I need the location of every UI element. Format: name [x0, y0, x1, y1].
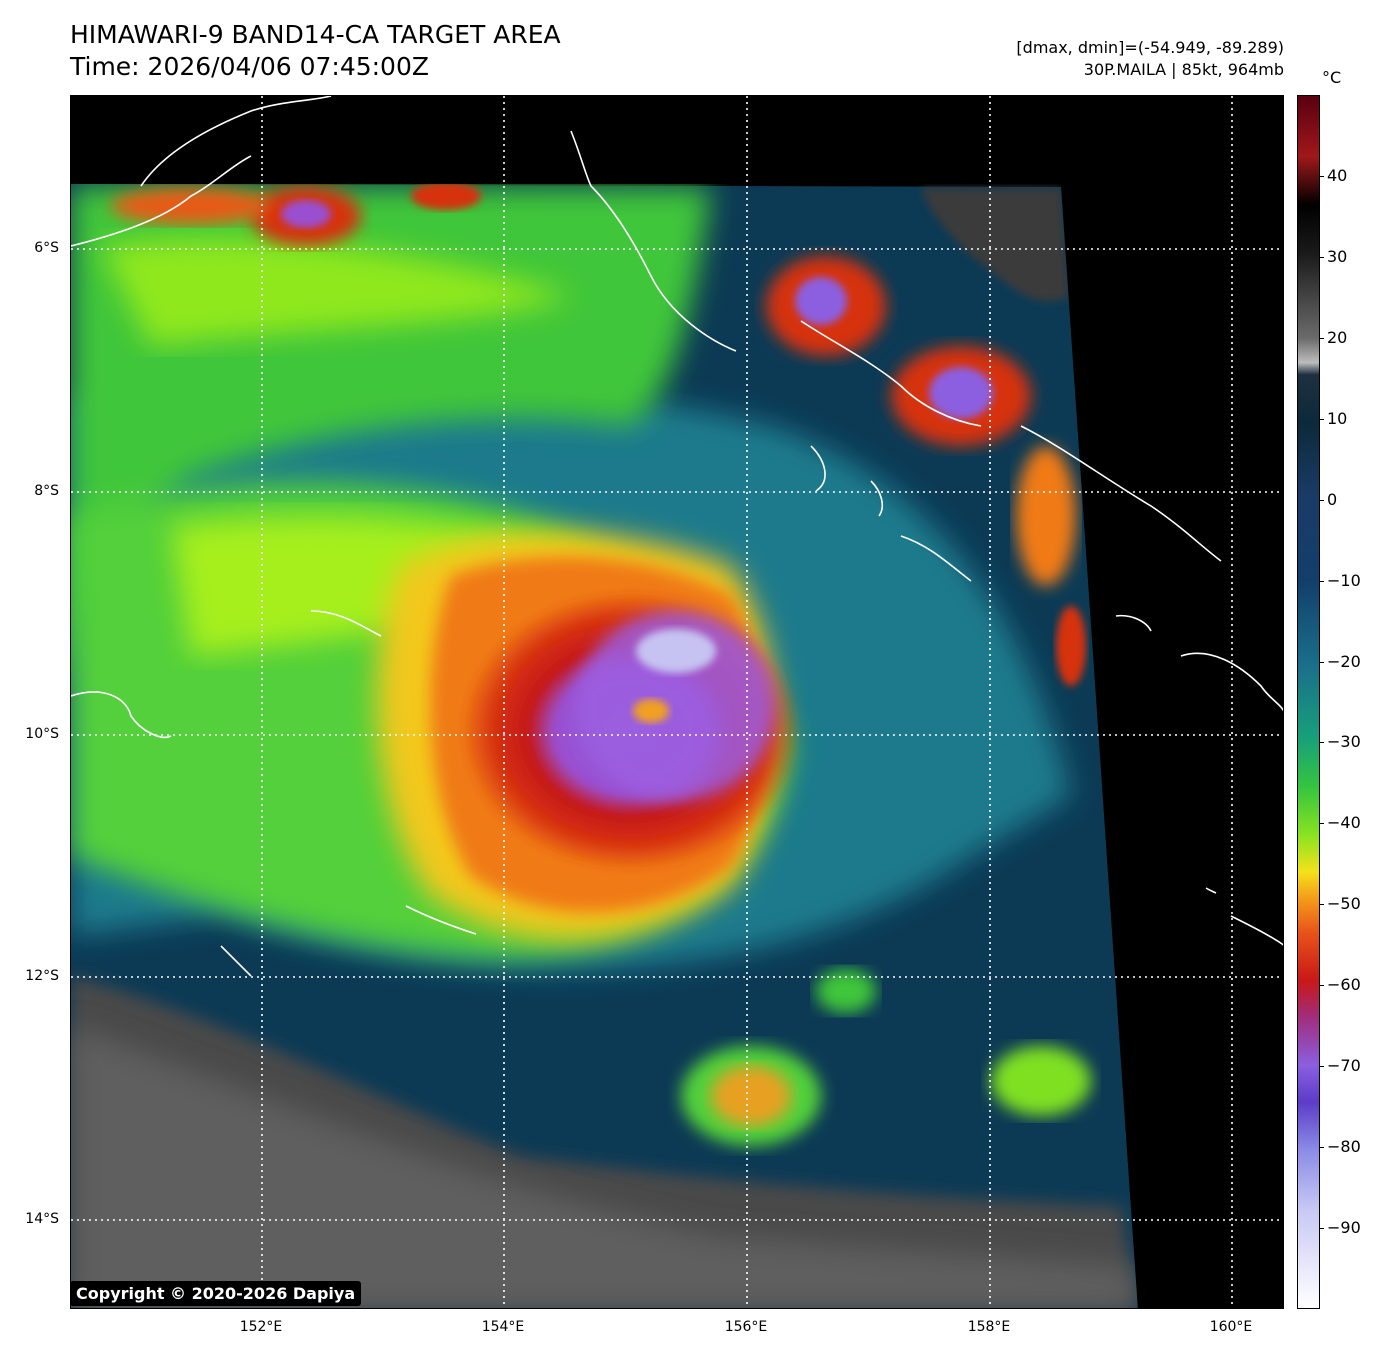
lat-label-12s: 12°S — [25, 968, 59, 984]
satellite-imagery — [71, 96, 1283, 1308]
colorbar-tick-label: −90 — [1327, 1218, 1361, 1238]
lon-label-156e: 156°E — [724, 1319, 768, 1335]
colorbar-tick-mark — [1320, 661, 1324, 663]
colorbar-tick-mark — [1320, 256, 1324, 258]
lat-label-14s: 14°S — [25, 1211, 59, 1227]
colorbar-tick-mark — [1320, 823, 1324, 825]
colorbar-tick-label: −70 — [1327, 1056, 1361, 1076]
lon-label-154e: 154°E — [481, 1319, 525, 1335]
colorbar-tick-mark — [1320, 175, 1324, 177]
colorbar-tick-label: −50 — [1327, 894, 1361, 914]
colorbar — [1297, 95, 1320, 1309]
colorbar-tick-mark — [1320, 499, 1324, 501]
temperature-range: [dmax, dmin]=(-54.949, -89.289) — [1016, 38, 1284, 57]
colorbar-tick-label: 0 — [1327, 489, 1338, 509]
lat-label-8s: 8°S — [34, 483, 59, 499]
lon-label-160e: 160°E — [1209, 1319, 1253, 1335]
colorbar-tick-label: −30 — [1327, 732, 1361, 752]
colorbar-tick-mark — [1320, 1066, 1324, 1068]
satellite-map — [70, 95, 1284, 1309]
colorbar-tick-label: −60 — [1327, 975, 1361, 995]
coastlines — [71, 96, 1283, 977]
lat-label-10s: 10°S — [25, 726, 59, 742]
colorbar-tick-mark — [1320, 904, 1324, 906]
colorbar-tick-label: 10 — [1327, 408, 1348, 428]
storm-info: 30P.MAILA | 85kt, 964mb — [1083, 60, 1284, 79]
copyright-badge: Copyright © 2020-2026 Dapiya — [70, 1281, 362, 1306]
colorbar-tick-mark — [1320, 580, 1324, 582]
colorbar-tick-label: −20 — [1327, 651, 1361, 671]
lat-label-6s: 6°S — [34, 240, 59, 256]
colorbar-tick-mark — [1320, 337, 1324, 339]
colorbar-tick-label: −10 — [1327, 570, 1361, 590]
colorbar-unit: °C — [1322, 68, 1342, 87]
colorbar-tick-mark — [1320, 1228, 1324, 1230]
colorbar-tick-mark — [1320, 742, 1324, 744]
colorbar-tick-label: 30 — [1327, 246, 1348, 266]
colorbar-tick-label: −40 — [1327, 813, 1361, 833]
map-time: Time: 2026/04/06 07:45:00Z — [70, 52, 429, 81]
colorbar-tick-label: 20 — [1327, 327, 1348, 347]
grid-lines — [71, 96, 1283, 1308]
lon-label-152e: 152°E — [239, 1319, 283, 1335]
colorbar-tick-mark — [1320, 418, 1324, 420]
map-title: HIMAWARI-9 BAND14-CA TARGET AREA — [70, 20, 561, 49]
colorbar-tick-mark — [1320, 985, 1324, 987]
colorbar-tick-label: −80 — [1327, 1137, 1361, 1157]
colorbar-tick-label: 40 — [1327, 165, 1348, 185]
colorbar-tick-mark — [1320, 1147, 1324, 1149]
lon-label-158e: 158°E — [967, 1319, 1011, 1335]
